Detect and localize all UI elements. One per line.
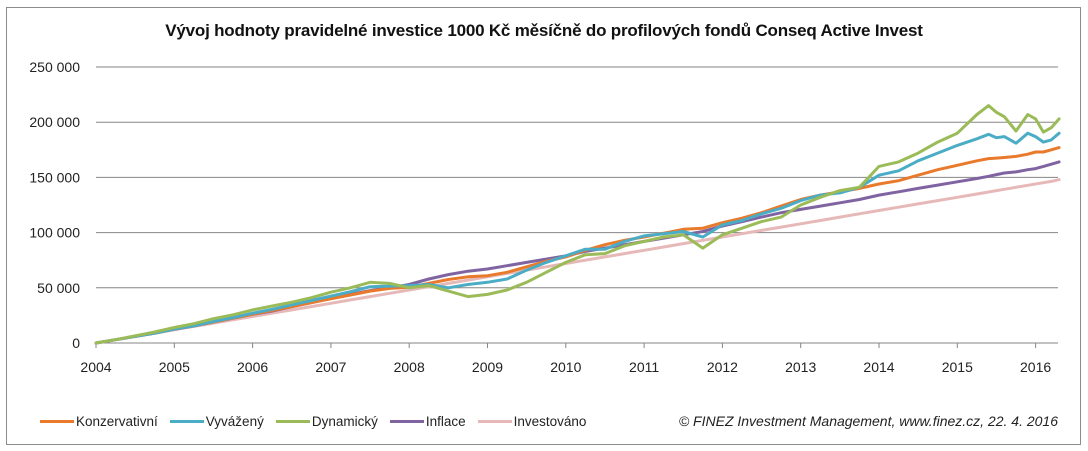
legend-label: Investováno (513, 414, 587, 429)
series-line-vyvazeny (94, 131, 1061, 345)
legend-item-dynamicky: Dynamický (275, 414, 378, 429)
legend-swatch-inflace (389, 420, 424, 423)
gridlines (96, 66, 1058, 289)
x-tick-label: 2004 (80, 359, 111, 375)
x-tick-label: 2008 (394, 359, 425, 375)
y-tick-label: 0 (72, 335, 80, 351)
x-tick-label: 2012 (707, 359, 738, 375)
x-tick-label: 2006 (237, 359, 268, 375)
legend-swatch-dynamicky (275, 420, 310, 423)
legend-item-inflace: Inflace (389, 414, 466, 429)
legend-label: Konzervativní (76, 414, 158, 429)
legend-swatch-investovano (477, 420, 512, 423)
x-tick-label: 2007 (315, 359, 346, 375)
x-tick-label: 2005 (159, 359, 190, 375)
legend-label: Inflace (425, 414, 466, 429)
series-lines (94, 104, 1061, 345)
legend-item-konzervativni: Konzervativní (40, 414, 158, 429)
chart-title: Vývoj hodnoty pravidelné investice 1000 … (165, 21, 923, 40)
x-tick-label: 2010 (550, 359, 581, 375)
x-tick-label: 2014 (863, 359, 894, 375)
x-tick-label: 2013 (785, 359, 816, 375)
x-tick-label: 2011 (629, 359, 659, 375)
legend-swatch-vyvazeny (169, 420, 204, 423)
legend-label: Vyvážený (205, 414, 264, 429)
x-tick-label: 2015 (942, 359, 973, 375)
y-tick-label: 50 000 (37, 280, 80, 296)
chart-frame (6, 7, 1081, 445)
y-tick-label: 250 000 (29, 59, 80, 75)
y-tick-label: 100 000 (29, 225, 80, 241)
legend-item-vyvazeny: Vyvážený (169, 414, 264, 429)
series-line-dynamicky (94, 104, 1061, 345)
x-axis: 2004 2005 2006 2007 2008 2009 2010 2011 2012 2013… (80, 342, 1058, 375)
y-axis-labels: 0 50 000 100 000 150 000 200 000 250 000 (29, 59, 80, 351)
y-tick-label: 150 000 (29, 169, 80, 185)
legend-swatch-konzervativni (40, 420, 74, 423)
legend-label: Dynamický (311, 414, 378, 429)
y-tick-label: 200 000 (29, 114, 80, 130)
legend-item-investovano: Investováno (477, 414, 587, 429)
legend: Konzervativní Vyvážený Dynamický Inflace… (40, 414, 598, 429)
x-tick-label: 2009 (472, 359, 503, 375)
x-tick-label: 2016 (1020, 359, 1051, 375)
credit-text: © FINEZ Investment Management, www.finez… (678, 413, 1058, 429)
series-line-investovano (94, 178, 1061, 345)
